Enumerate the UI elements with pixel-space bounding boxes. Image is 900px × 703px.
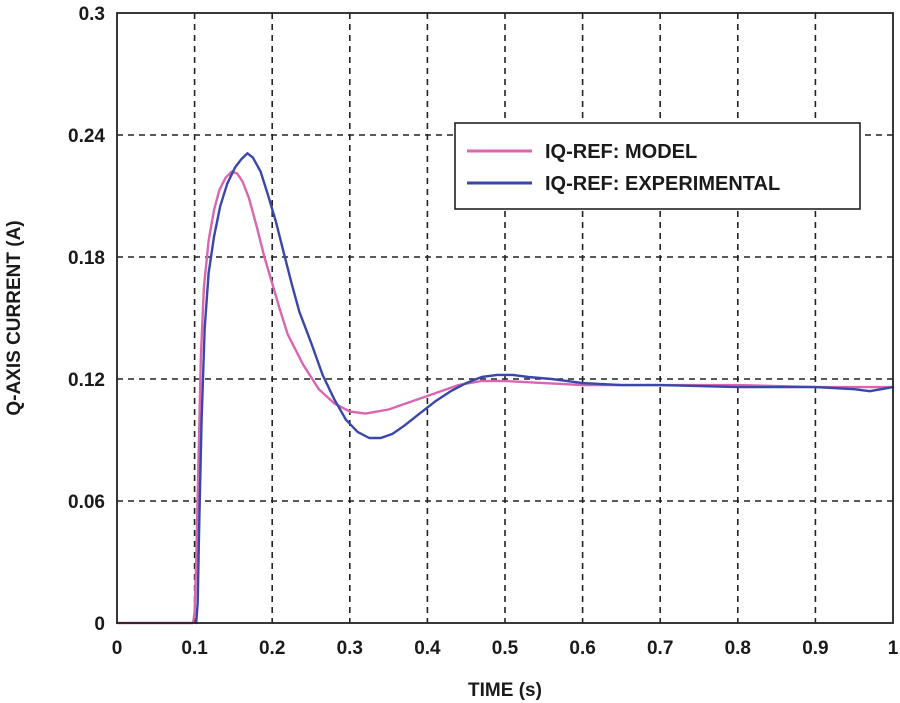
legend: IQ-REF: MODEL IQ-REF: EXPERIMENTAL	[454, 122, 861, 210]
y-tick-labels: 0 0.06 0.12 0.18 0.24 0.3	[68, 4, 105, 635]
legend-label-model: IQ-REF: MODEL	[545, 141, 697, 163]
series-line-experimental	[195, 152, 895, 625]
y-axis-label: Q-AXIS CURRENT (A)	[4, 220, 25, 415]
x-axis-label: TIME (s)	[468, 680, 542, 701]
grid	[117, 13, 893, 623]
x-tick-label: 0.4	[414, 638, 441, 659]
y-tick-label: 0.24	[68, 126, 105, 147]
y-tick-label: 0.06	[68, 492, 105, 513]
y-tick-label: 0.18	[68, 248, 105, 269]
plot-frame	[116, 12, 894, 624]
series-lines	[115, 152, 895, 625]
x-tick-label: 0.8	[725, 638, 751, 659]
y-tick-label: 0.12	[68, 370, 105, 391]
x-tick-label: 0.3	[337, 638, 363, 659]
x-tick-label: 0.9	[802, 638, 828, 659]
y-tick-label: 0	[94, 614, 105, 635]
y-tick-label: 0.3	[79, 4, 105, 25]
x-tick-label: 0.2	[259, 638, 285, 659]
legend-label-experimental: IQ-REF: EXPERIMENTAL	[545, 173, 780, 195]
x-tick-label: 0.5	[492, 638, 519, 659]
x-tick-label: 0.7	[647, 638, 673, 659]
x-tick-labels: 0 0.1 0.2 0.3 0.4 0.5 0.6 0.7 0.8 0.9 1	[112, 638, 899, 659]
legend-box	[454, 122, 861, 210]
series-line-model	[115, 170, 895, 625]
x-tick-label: 0.1	[181, 638, 208, 659]
x-tick-label: 1	[888, 638, 899, 659]
x-tick-label: 0.6	[569, 638, 595, 659]
x-tick-label: 0	[112, 638, 123, 659]
